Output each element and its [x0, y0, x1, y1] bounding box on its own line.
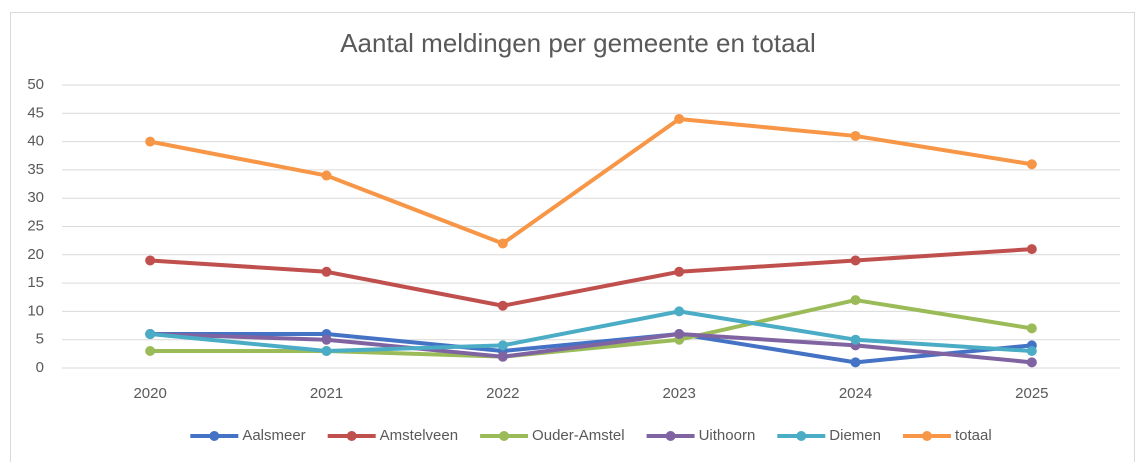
data-point [497, 300, 508, 311]
legend-label: Uithoorn [699, 427, 756, 444]
data-point [1026, 357, 1037, 368]
legend-marker [921, 431, 932, 441]
data-point [321, 346, 332, 357]
data-point [145, 136, 156, 147]
y-tick-label: 50 [27, 76, 44, 93]
chart-title: Aantal meldingen per gemeente en totaal [340, 28, 816, 58]
data-point [497, 340, 508, 351]
data-point [674, 113, 685, 124]
data-point [674, 306, 685, 317]
series-line [150, 247, 1032, 308]
y-tick-label: 10 [27, 302, 44, 319]
data-point [145, 329, 156, 340]
data-point [850, 255, 861, 266]
series-line [149, 116, 1033, 246]
x-tick-label: 2021 [310, 385, 343, 402]
legend-marker [796, 431, 807, 441]
data-point [850, 295, 861, 306]
legend-label: Ouder-Amstel [532, 427, 625, 444]
data-point [497, 238, 508, 249]
data-point [1026, 159, 1037, 170]
legend-marker [346, 431, 357, 441]
y-tick-label: 15 [27, 274, 44, 291]
legend-label: Amstelveen [380, 427, 458, 444]
y-tick-label: 40 [27, 133, 44, 150]
data-point [850, 357, 861, 368]
series-line [149, 309, 1032, 354]
data-point [1026, 244, 1037, 255]
y-tick-label: 30 [27, 189, 44, 206]
series-line [150, 332, 1033, 365]
legend-marker [209, 431, 220, 441]
x-tick-label: 2023 [662, 385, 695, 402]
legend-label: Diemen [829, 427, 881, 444]
x-tick-label: 2020 [133, 385, 166, 402]
data-point [1026, 346, 1037, 357]
y-tick-label: 25 [27, 217, 44, 234]
x-tick-label: 2024 [839, 385, 872, 402]
y-tick-label: 45 [27, 104, 44, 121]
legend-item: Amstelveen [327, 427, 458, 444]
legend-marker [665, 431, 676, 441]
legend-item: Ouder-Amstel [480, 427, 625, 444]
data-point [497, 351, 508, 362]
data-point [145, 255, 156, 266]
y-tick-label: 0 [36, 359, 44, 376]
data-point [321, 334, 332, 345]
y-tick-label: 35 [27, 161, 44, 178]
legend-item: Uithoorn [646, 427, 756, 444]
data-point [1026, 323, 1037, 334]
y-tick-label: 20 [27, 246, 44, 263]
series-line [150, 298, 1033, 359]
data-point [145, 346, 156, 357]
data-point [850, 334, 861, 345]
data-point [674, 329, 685, 340]
x-tick-label: 2022 [486, 385, 519, 402]
legend-label: totaal [955, 427, 992, 444]
series-line [150, 332, 1033, 365]
legend-item: Aalsmeer [190, 427, 306, 444]
data-point [674, 266, 685, 277]
data-point [850, 130, 861, 141]
legend-item: Diemen [777, 427, 881, 444]
data-point [321, 170, 332, 181]
data-point [321, 266, 332, 277]
y-tick-label: 5 [36, 331, 44, 348]
legend-marker [499, 431, 510, 441]
chart-frame [10, 12, 1135, 462]
x-tick-label: 2025 [1015, 385, 1048, 402]
legend-label: Aalsmeer [242, 427, 305, 444]
legend-item: totaal [902, 427, 992, 444]
